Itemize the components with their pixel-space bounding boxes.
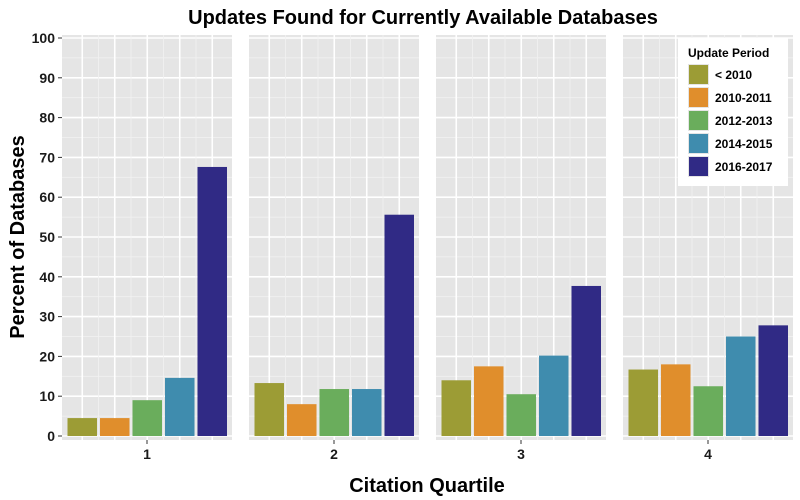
y-tick-label: 40 [39,269,55,285]
y-tick-label: 70 [39,149,55,165]
legend-item: 2014-2015 [688,133,773,154]
legend-label: 2016-2017 [715,160,773,174]
legend-swatch [689,157,708,176]
bar-q4-2014-2015 [726,336,756,436]
facet-panel-3 [436,35,606,440]
y-tick-label: 30 [39,309,55,325]
x-axis: 1 2 3 4 [143,440,712,462]
bar-q4-2012-2013 [693,386,723,436]
legend-label: 2010-2011 [715,91,772,105]
bar-q2-2016-2017 [384,214,414,436]
y-tick-label: 60 [39,189,55,205]
facet-panel-1 [62,35,232,440]
bar-q3-2010-2011 [474,366,504,436]
bar-q2-2010 [254,383,284,436]
x-tick-label: 3 [517,446,525,462]
legend-item: 2010-2011 [688,87,772,108]
x-axis-title: Citation Quartile [349,475,505,497]
y-axis: 0 10 20 30 40 50 60 70 80 90 100 [32,30,62,444]
y-axis-title: Percent of Databases [7,135,29,338]
bar-q3-2016-2017 [571,285,601,436]
bar-q1-2010 [67,418,97,436]
bar-q2-2010-2011 [287,404,317,436]
legend-swatch [689,134,708,153]
legend-item: < 2010 [688,64,752,85]
legend-swatch [689,65,708,84]
y-tick-label: 100 [32,30,56,46]
bar-q1-2012-2013 [132,400,162,436]
legend-swatch [689,88,708,107]
legend-title: Update Period [688,46,769,60]
bar-q4-2010 [628,369,658,436]
bar-q1-2014-2015 [165,377,195,436]
chart-title: Updates Found for Currently Available Da… [188,7,658,29]
y-tick-label: 20 [39,348,55,364]
bar-q3-2010 [441,380,471,436]
legend-swatch [689,111,708,130]
x-tick-label: 2 [330,446,338,462]
bar-q2-2014-2015 [352,389,382,436]
x-tick-label: 4 [704,446,712,462]
y-tick-label: 90 [39,70,55,86]
legend-items: < 2010 2010-2011 2012-2013 2014-2015 2016-20… [688,64,773,177]
y-tick-label: 0 [47,428,55,444]
legend: Update Period < 2010 2010-2011 2012-2013 20… [678,38,788,186]
bar-q1-2016-2017 [197,166,227,436]
facet-panel-2 [249,35,419,440]
y-tick-label: 50 [39,229,55,245]
bar-q4-2010-2011 [661,364,691,436]
bar-q4-2016-2017 [758,325,788,436]
legend-label: 2014-2015 [715,137,773,151]
y-tick-label: 10 [39,388,55,404]
bar-q3-2012-2013 [506,394,536,436]
legend-label: 2012-2013 [715,114,773,128]
legend-label: < 2010 [715,68,752,82]
y-tick-label: 80 [39,110,55,126]
legend-item: 2016-2017 [688,156,773,177]
bar-q3-2014-2015 [539,355,569,436]
x-tick-label: 1 [143,446,151,462]
bar-q1-2010-2011 [100,418,130,436]
bar-q2-2012-2013 [319,389,349,436]
legend-item: 2012-2013 [688,110,773,131]
